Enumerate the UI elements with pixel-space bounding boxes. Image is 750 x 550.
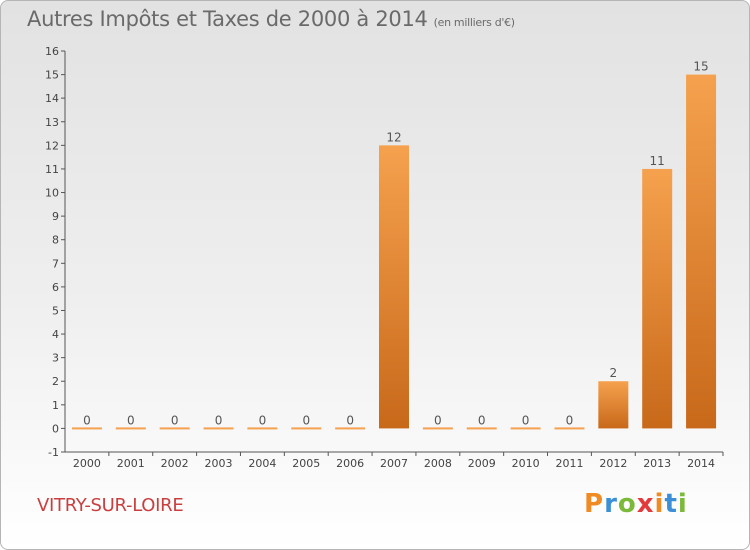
data-label-2008: 0 — [434, 413, 442, 427]
data-label-2005: 0 — [302, 413, 310, 427]
y-tick-label: 13 — [45, 116, 59, 129]
bar-2011 — [554, 427, 585, 430]
bars — [71, 74, 717, 430]
x-tick-label: 2008 — [424, 457, 452, 470]
bar-2002 — [159, 427, 190, 430]
data-label-2010: 0 — [522, 413, 530, 427]
bar-2009 — [466, 427, 497, 430]
bar-2001 — [115, 427, 146, 430]
logo-letter: t — [664, 489, 678, 519]
bar-2013 — [642, 168, 673, 429]
x-tick-label: 2002 — [161, 457, 189, 470]
data-label-2007: 12 — [386, 130, 401, 144]
y-tick-label: 15 — [45, 69, 59, 82]
logo-letter: o — [617, 489, 637, 519]
y-tick-label: 9 — [52, 210, 59, 223]
bar-2004 — [247, 427, 278, 430]
x-tick-label: 2007 — [380, 457, 408, 470]
y-tick-label: 3 — [52, 352, 59, 365]
logo-letter: r — [604, 489, 618, 519]
x-tick-label: 2014 — [687, 457, 715, 470]
bar-2003 — [203, 427, 234, 430]
chart-title: Autres Impôts et Taxes de 2000 à 2014 (en… — [27, 7, 515, 31]
data-label-2014: 15 — [693, 60, 708, 74]
logo-letter: x — [636, 489, 655, 519]
data-label-2012: 2 — [610, 366, 618, 380]
y-tick-label: 11 — [45, 163, 59, 176]
data-label-2011: 0 — [566, 413, 574, 427]
y-tick-label: 4 — [52, 328, 59, 341]
logo-letter: i — [654, 489, 665, 519]
x-tick-label: 2000 — [73, 457, 101, 470]
y-tick-label: -1 — [48, 446, 59, 459]
data-label-2001: 0 — [127, 413, 135, 427]
data-label-2006: 0 — [346, 413, 354, 427]
x-tick-label: 2003 — [205, 457, 233, 470]
bar-2012 — [598, 381, 629, 429]
proxiti-logo[interactable]: Proxiti — [584, 489, 688, 519]
logo-letter: P — [584, 489, 605, 519]
chart-title-text: Autres Impôts et Taxes de 2000 à 2014 — [27, 7, 428, 31]
data-labels: 0 0 0 0 0 0 0 12 0 0 0 0 2 11 15 — [83, 60, 709, 428]
data-label-2000: 0 — [83, 413, 91, 427]
y-tick-label: 8 — [52, 234, 59, 247]
y-tick-label: 7 — [52, 257, 59, 270]
x-tick-label: 2013 — [643, 457, 671, 470]
bar-2008 — [422, 427, 453, 430]
y-tick-label: 14 — [45, 92, 59, 105]
data-label-2002: 0 — [171, 413, 179, 427]
y-tick-label: 2 — [52, 375, 59, 388]
bar-2014 — [686, 74, 717, 429]
x-tick-label: 2010 — [512, 457, 540, 470]
bar-2000 — [71, 427, 102, 430]
x-tick-label: 2006 — [336, 457, 364, 470]
y-tick-label: 5 — [52, 304, 59, 317]
y-tick-label: 0 — [52, 422, 59, 435]
commune-name: VITRY-SUR-LOIRE — [37, 495, 184, 516]
y-tick-label: 10 — [45, 187, 59, 200]
x-tick-label: 2001 — [117, 457, 145, 470]
x-tick-label: 2011 — [555, 457, 583, 470]
y-tick-label: 6 — [52, 281, 59, 294]
x-tick-label: 2012 — [599, 457, 627, 470]
data-label-2009: 0 — [478, 413, 486, 427]
logo-letter: i — [677, 489, 688, 519]
bar-2006 — [335, 427, 366, 430]
data-label-2004: 0 — [259, 413, 267, 427]
chart-subtitle: (en milliers d'€) — [433, 16, 515, 29]
x-tick-label: 2005 — [292, 457, 320, 470]
bar-2007 — [379, 145, 409, 429]
x-tick-label: 2009 — [468, 457, 496, 470]
y-tick-label: 1 — [52, 399, 59, 412]
x-tick-label: 2004 — [248, 457, 276, 470]
y-tick-label: 12 — [45, 139, 59, 152]
y-tick-label: 16 — [45, 45, 59, 58]
data-label-2013: 11 — [650, 154, 665, 168]
bar-2005 — [291, 427, 322, 430]
bar-2010 — [510, 427, 541, 430]
data-label-2003: 0 — [215, 413, 223, 427]
